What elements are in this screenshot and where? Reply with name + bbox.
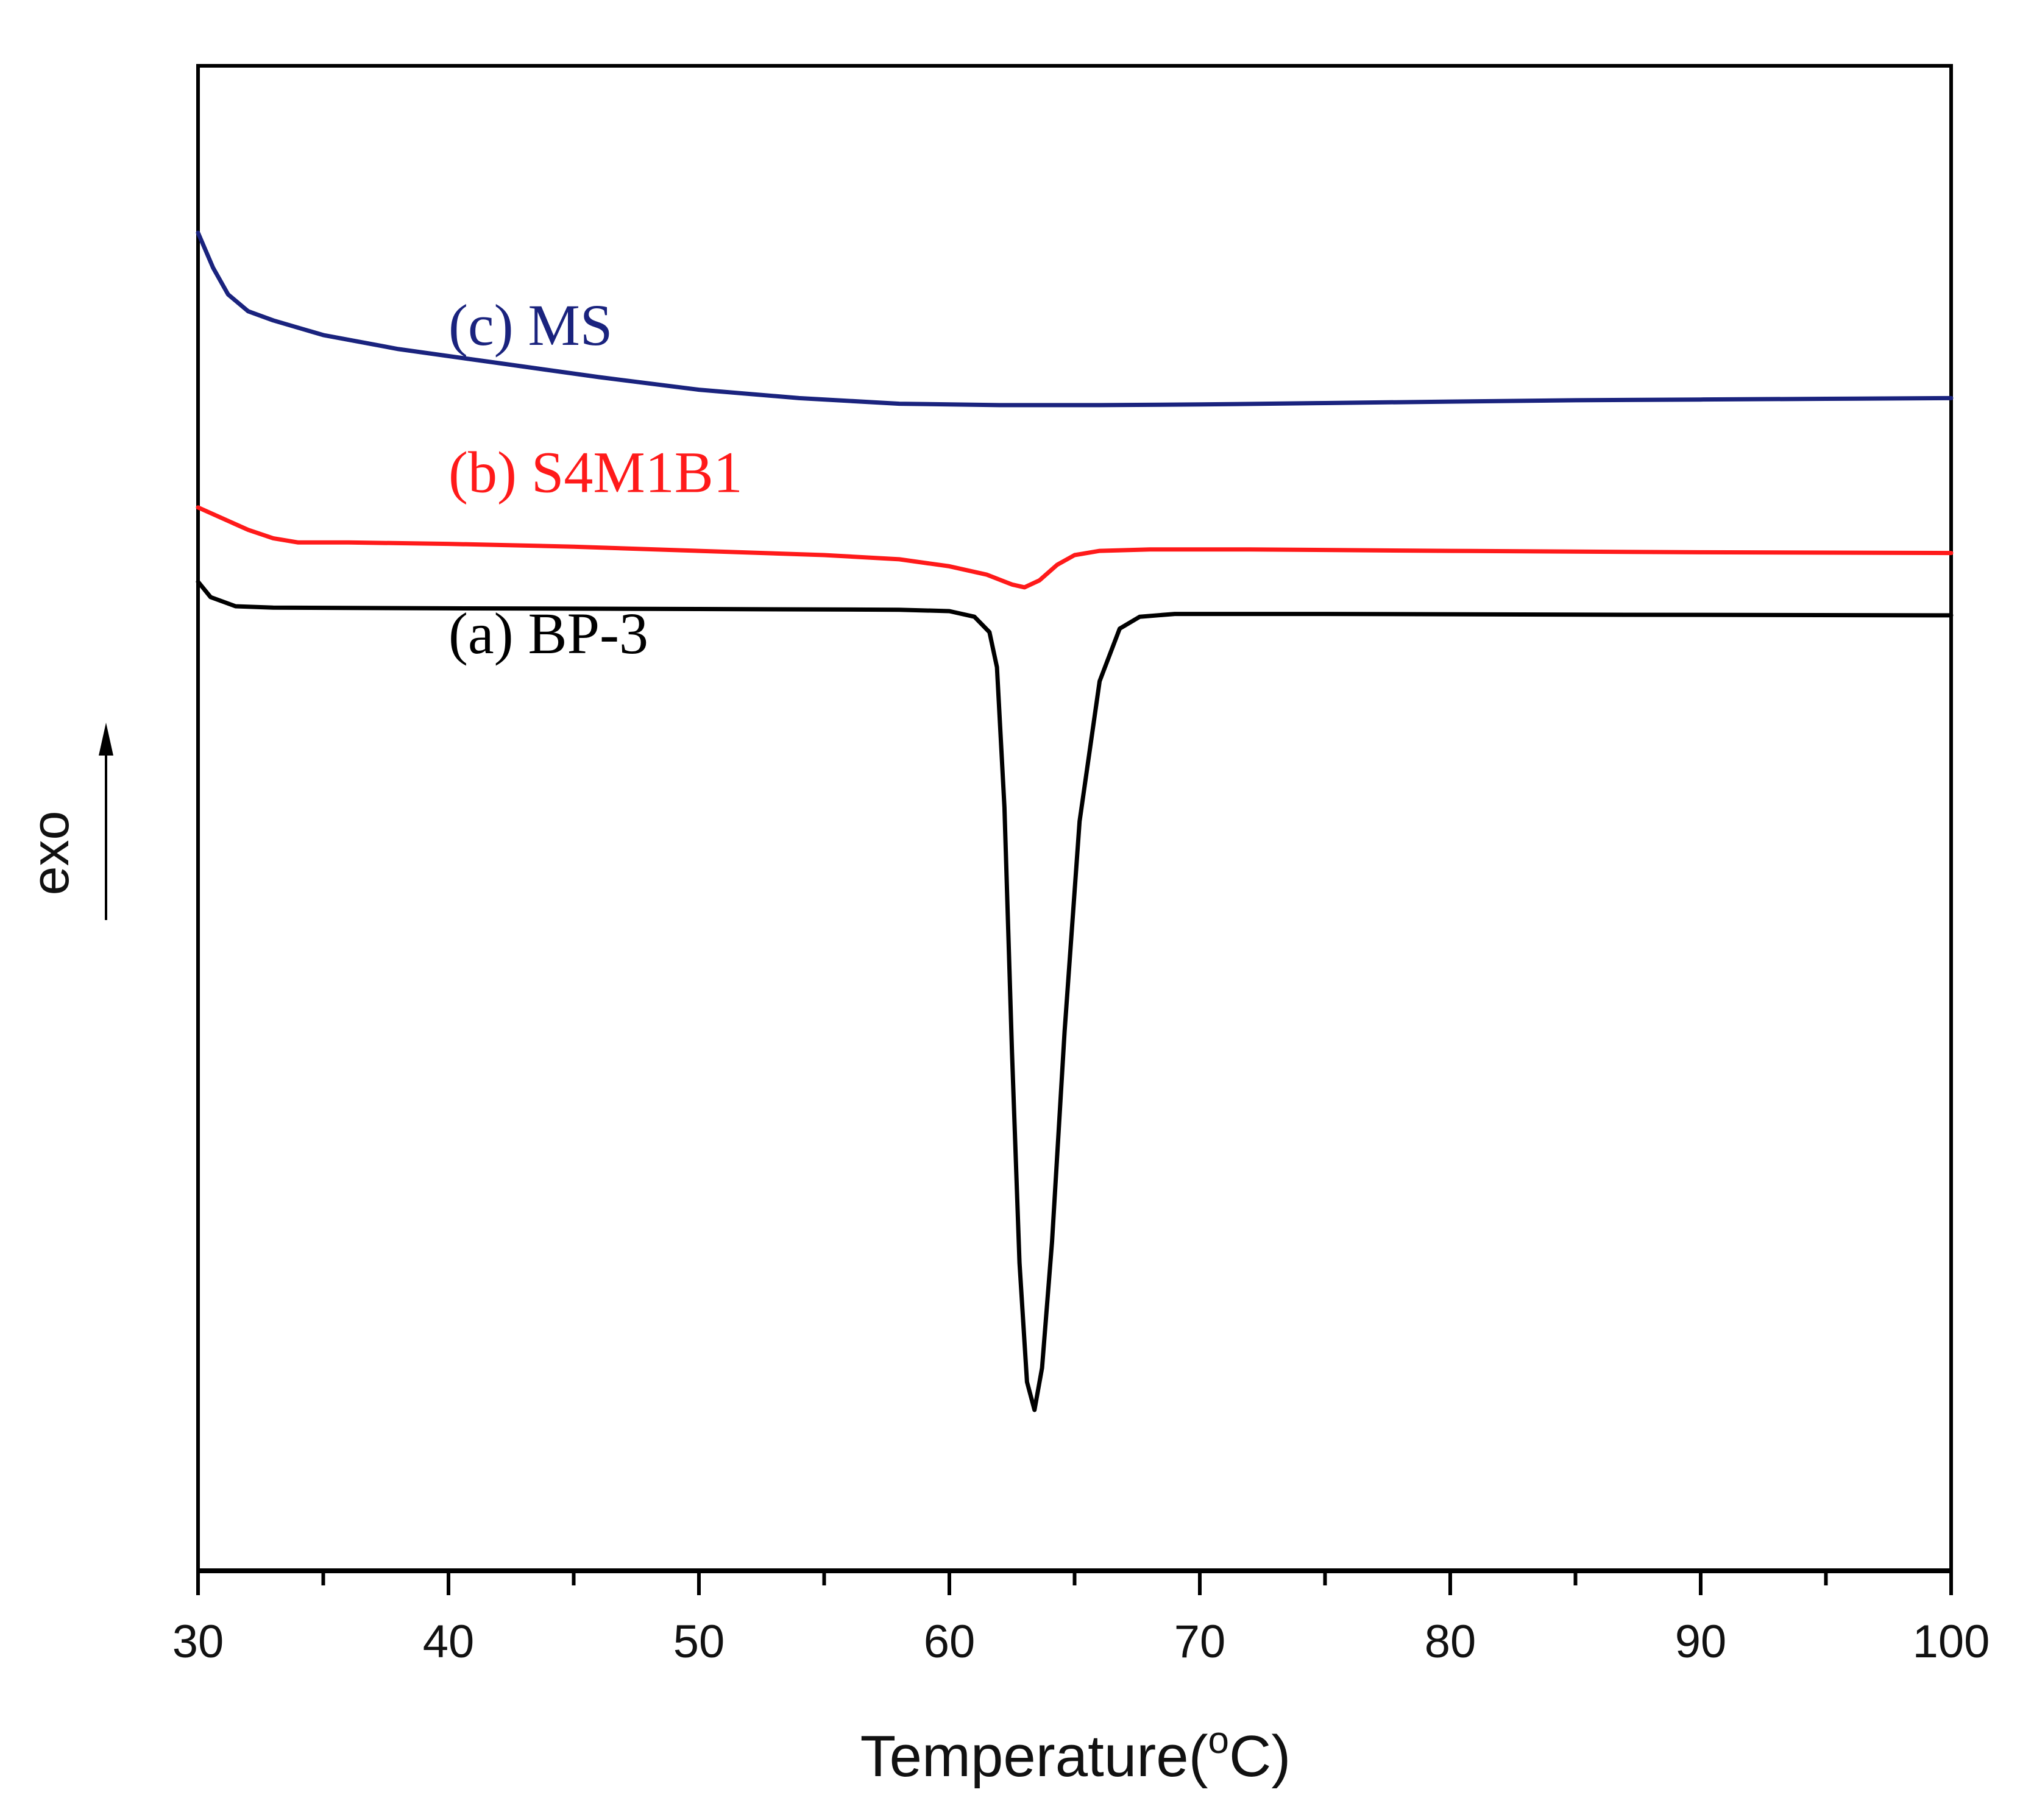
series-label-a: (a) BP-3 bbox=[448, 601, 648, 666]
y-axis-title: exo bbox=[21, 811, 80, 896]
x-tick-label: 30 bbox=[172, 1616, 224, 1668]
x-tick-label: 50 bbox=[673, 1616, 725, 1668]
x-axis-title: Temperature(oC) bbox=[860, 1719, 1291, 1789]
series-label-b: (b) S4M1B1 bbox=[448, 440, 743, 505]
series-line-a bbox=[196, 579, 1954, 1412]
series-labels: (c) MS (b) S4M1B1 (a) BP-3 bbox=[448, 292, 743, 666]
x-tick-label: 60 bbox=[924, 1616, 976, 1668]
x-tick-label: 80 bbox=[1425, 1616, 1476, 1668]
plot-frame bbox=[196, 64, 1953, 1573]
x-tick-label: 40 bbox=[423, 1616, 475, 1668]
series-line-b bbox=[196, 505, 1954, 590]
series-line-c bbox=[196, 230, 1954, 408]
series-label-c: (c) MS bbox=[448, 292, 612, 358]
x-axis-ticks: 30 40 50 60 70 80 90 100 bbox=[172, 1571, 1990, 1668]
x-tick-label: 90 bbox=[1675, 1616, 1727, 1668]
series-layer bbox=[196, 230, 1954, 1412]
x-tick-label: 100 bbox=[1913, 1616, 1990, 1668]
exo-arrow-head-icon bbox=[99, 723, 113, 756]
x-tick-label: 70 bbox=[1174, 1616, 1226, 1668]
